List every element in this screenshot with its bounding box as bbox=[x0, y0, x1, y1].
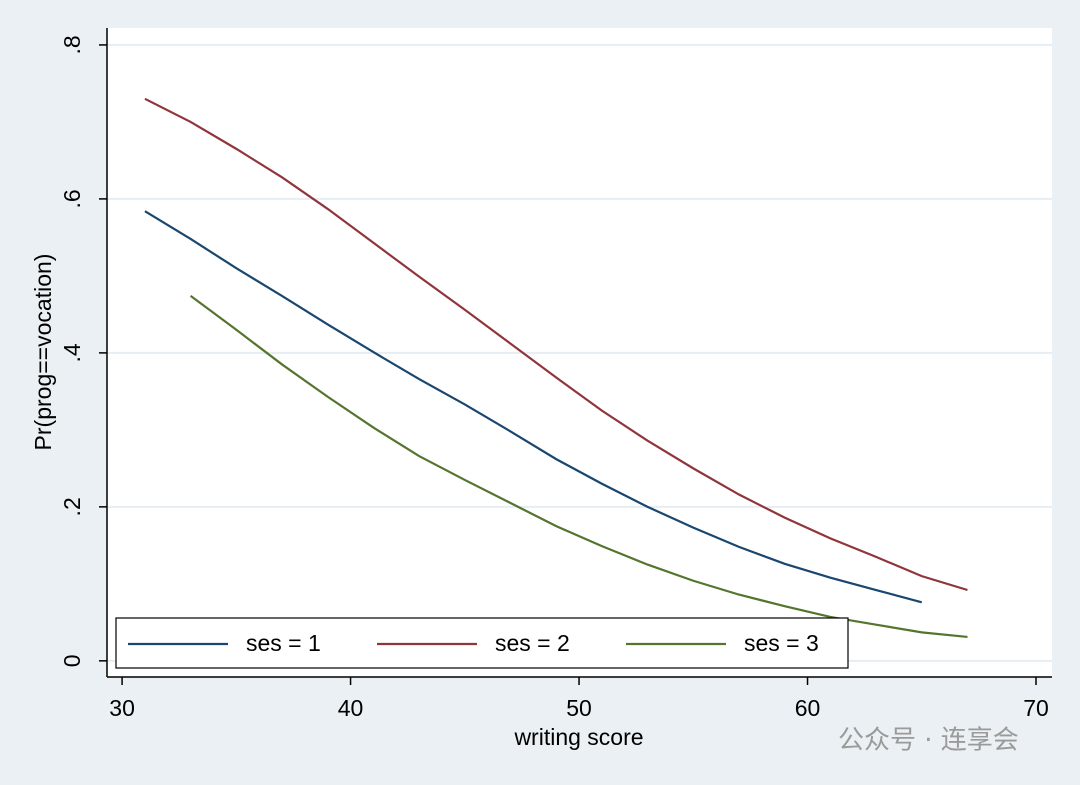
y-tick-label: 0 bbox=[59, 654, 85, 667]
y-tick-label: .8 bbox=[59, 35, 85, 54]
x-tick-label: 60 bbox=[795, 695, 821, 721]
legend-label: ses = 2 bbox=[495, 630, 570, 656]
x-tick-label: 50 bbox=[566, 695, 592, 721]
legend-label: ses = 1 bbox=[246, 630, 321, 656]
watermark: 公众号 · 连享会 bbox=[838, 726, 1019, 756]
series-line bbox=[144, 97, 968, 592]
x-axis-label: writing score bbox=[513, 724, 643, 750]
x-tick-label: 70 bbox=[1023, 695, 1049, 721]
y-axis-label: Pr(prog==vocation) bbox=[30, 254, 56, 451]
x-tick-label: 40 bbox=[338, 695, 364, 721]
y-tick-label: .6 bbox=[59, 189, 85, 208]
x-tick-label: 30 bbox=[109, 695, 135, 721]
y-tick-label: .2 bbox=[59, 497, 85, 516]
y-tick-label: .4 bbox=[59, 343, 85, 362]
legend-label: ses = 3 bbox=[744, 630, 819, 656]
series-line bbox=[144, 210, 923, 604]
